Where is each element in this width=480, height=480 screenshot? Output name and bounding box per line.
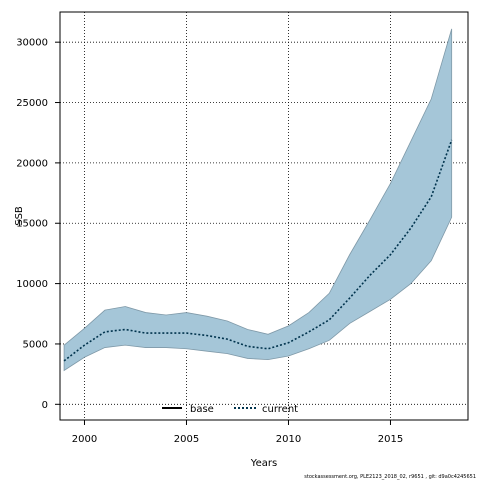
y-tick-label-30000: 30000 (16, 38, 48, 49)
footer-note: stockassessment.org, PLE2123_2018_02, r9… (304, 474, 476, 480)
y-tick-label-5000: 5000 (23, 339, 48, 350)
legend: base current (162, 404, 298, 415)
x-tick-label-2010: 2010 (276, 434, 301, 445)
y-tick-label-25000: 25000 (16, 98, 48, 109)
y-tick-label-20000: 20000 (16, 158, 48, 169)
legend-label-current: current (262, 404, 298, 415)
y-tick-label-0: 0 (42, 400, 48, 411)
y-tick-label-15000: 15000 (16, 219, 48, 230)
y-tick-label-10000: 10000 (16, 279, 48, 290)
y-ticks: 0 5000 10000 15000 20000 25000 30000 (16, 38, 60, 411)
series-current-line (63, 139, 453, 362)
x-tick-label-2015: 2015 (378, 434, 403, 445)
x-axis-label: Years (250, 458, 277, 469)
confidence-band (63, 28, 453, 372)
x-tick-label-2005: 2005 (174, 434, 199, 445)
plot-frame (59, 11, 469, 421)
x-tick-label-2000: 2000 (72, 434, 97, 445)
x-ticks: 2000 2005 2010 2015 (72, 420, 403, 445)
y-axis-label: SSB (14, 206, 25, 226)
legend-label-base: base (190, 404, 214, 415)
